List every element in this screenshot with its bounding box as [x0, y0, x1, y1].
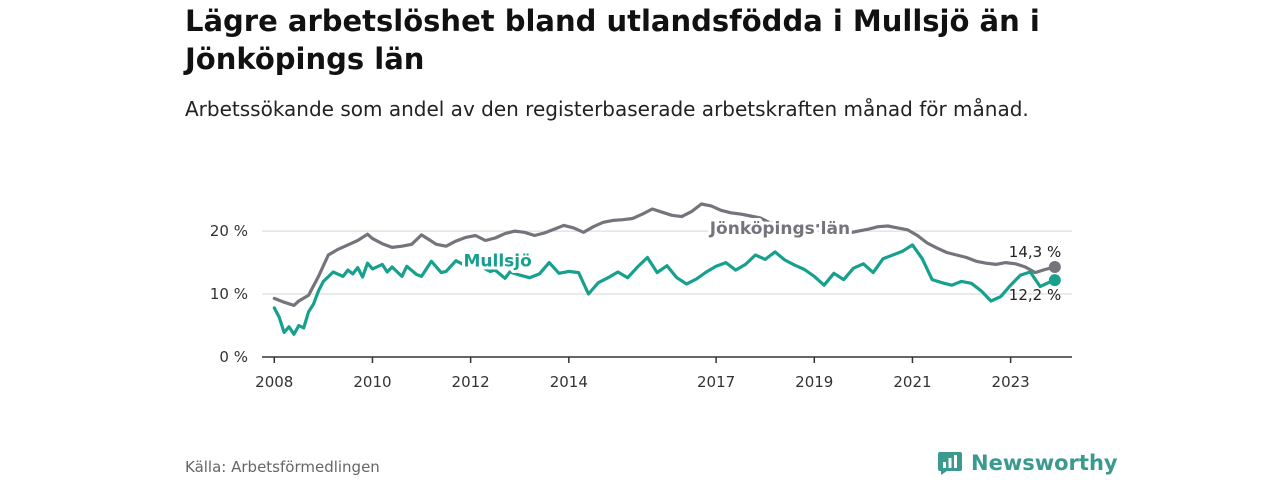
x-tick-label: 2014	[550, 373, 588, 391]
x-tick-label: 2017	[697, 373, 735, 391]
end-point-jonkopings-lan	[1048, 260, 1061, 273]
annotations: Jönköpings län Mullsjö 14,3 % 12,2 %	[460, 216, 1061, 304]
series	[272, 202, 1061, 336]
gridlines	[262, 230, 1072, 295]
source-note: Källa: Arbetsförmedlingen	[185, 458, 380, 476]
series-label-mullsjo: Mullsjö	[463, 251, 531, 271]
newsworthy-logo-icon	[938, 452, 962, 475]
end-value-jonkopings-lan: 14,3 %	[1009, 243, 1061, 261]
x-tick-label: 2010	[353, 373, 391, 391]
x-tick-label: 2023	[992, 373, 1030, 391]
x-tick-label: 2008	[255, 373, 293, 391]
axes: 0 % 10 % 20 % 2008 2010 2012 2014 2017 2019 2021 2…	[210, 222, 1072, 391]
x-tick-label: 2019	[795, 373, 833, 391]
end-value-mullsjo: 12,2 %	[1009, 286, 1061, 304]
brand-logo[interactable]: Newsworthy	[937, 450, 1118, 476]
y-tick-label: 10 %	[210, 285, 248, 303]
series-line-mullsjo	[272, 243, 1057, 336]
x-tick-label: 2021	[893, 373, 931, 391]
end-point-mullsjo	[1048, 274, 1061, 287]
y-tick-label: 20 %	[210, 222, 248, 240]
series-line-jonkopings-lan	[272, 202, 1057, 307]
chart-subtitle: Arbetssökande som andel av den registerb…	[185, 97, 1029, 121]
brand-name: Newsworthy	[971, 451, 1118, 475]
y-tick-label: 0 %	[219, 348, 248, 366]
x-tick-label: 2012	[452, 373, 490, 391]
chart-title: Lägre arbetslöshet bland utlandsfödda i …	[185, 4, 1040, 76]
series-label-jonkopings-lan: Jönköpings län	[709, 219, 850, 239]
